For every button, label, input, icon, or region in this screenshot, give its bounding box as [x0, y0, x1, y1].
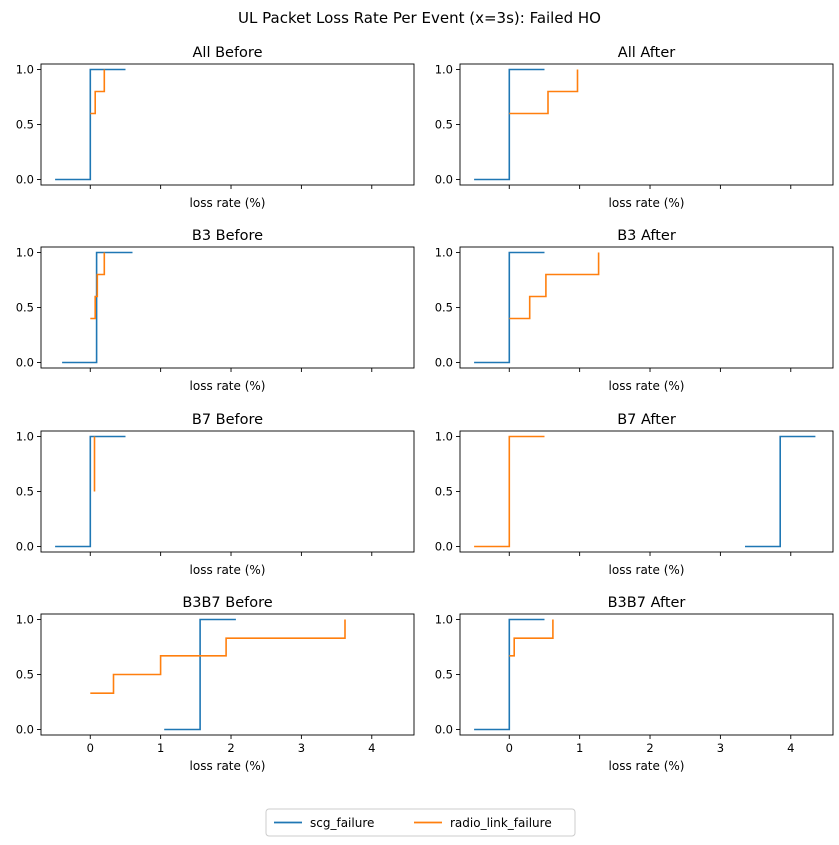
x-tick-label: 2 [646, 741, 653, 755]
y-tick-label: 0.0 [435, 723, 453, 737]
y-tick-label: 0.0 [16, 173, 34, 187]
y-tick-label: 0.0 [435, 173, 453, 187]
x-tick-label: 1 [157, 741, 164, 755]
x-axis-label: loss rate (%) [609, 379, 685, 393]
axes-frame [459, 63, 834, 186]
axes-frame [40, 613, 415, 736]
y-tick-label: 1.0 [435, 63, 453, 77]
subplot-title: B3 Before [192, 228, 263, 244]
axes-frame [459, 613, 834, 736]
subplot-b3b7-after: B3B7 After 0.0 0.5 1.0 0 1 2 3 4 loss rate (%) [435, 595, 834, 773]
y-tick-label: 1.0 [435, 430, 453, 444]
subplot-title: B7 Before [192, 412, 263, 428]
subplot-b7-before: B7 Before 0.0 0.5 1.0 loss rate (%) [16, 412, 415, 577]
legend-label-radio-link-failure: radio_link_failure [450, 816, 552, 830]
series-line-scg-failure [474, 251, 545, 364]
axes-frame [40, 63, 415, 186]
x-axis-label: loss rate (%) [190, 196, 266, 210]
y-tick-label: 0.0 [435, 356, 453, 370]
series-line-scg-failure [745, 435, 816, 548]
x-tick-label: 0 [87, 741, 94, 755]
x-axis-label: loss rate (%) [190, 379, 266, 393]
series-line-radio-link-failure [474, 435, 545, 548]
axes-frame [459, 430, 834, 553]
x-axis-label: loss rate (%) [190, 759, 266, 773]
legend-label-scg-failure: scg_failure [310, 816, 374, 830]
y-tick-label: 0.0 [16, 540, 34, 554]
x-axis-label: loss rate (%) [190, 563, 266, 577]
subplot-title: All After [618, 45, 675, 61]
subplot-b7-after: B7 After 0.0 0.5 1.0 loss rate (%) [435, 412, 834, 577]
x-axis-label: loss rate (%) [609, 196, 685, 210]
x-tick-label: 2 [227, 741, 234, 755]
y-tick-label: 0.5 [16, 485, 34, 499]
axes-frame [459, 246, 834, 369]
x-tick-label: 3 [298, 741, 305, 755]
subplot-title: B7 After [617, 412, 676, 428]
series-line-scg-failure [62, 251, 133, 364]
series-line-radio-link-failure [90, 252, 106, 320]
y-tick-label: 0.0 [435, 540, 453, 554]
x-tick-label: 1 [576, 741, 583, 755]
y-tick-label: 0.5 [16, 118, 34, 132]
axes-frame [40, 430, 415, 553]
subplot-title: B3B7 Before [182, 595, 272, 611]
series-line-scg-failure [474, 68, 545, 181]
subplot-title: B3 After [617, 228, 676, 244]
y-tick-label: 0.0 [16, 723, 34, 737]
y-tick-label: 0.5 [16, 668, 34, 682]
legend: scg_failure radio_link_failure [265, 808, 576, 837]
series-line-scg-failure [55, 435, 126, 548]
x-axis-label: loss rate (%) [609, 563, 685, 577]
series-line-radio-link-failure [509, 619, 554, 657]
x-tick-label: 4 [368, 741, 375, 755]
subplot-b3-after: B3 After 0.0 0.5 1.0 loss rate (%) [435, 228, 834, 393]
subplot-all-after: All After 0.0 0.5 1.0 loss rate (%) [435, 45, 834, 210]
x-axis-label: loss rate (%) [609, 759, 685, 773]
subplot-b3b7-before: B3B7 Before 0.0 0.5 1.0 0 1 2 3 4 loss rate (%) [16, 595, 415, 773]
x-tick-label: 3 [717, 741, 724, 755]
series-line-radio-link-failure [90, 619, 346, 695]
y-tick-label: 1.0 [16, 63, 34, 77]
figure-title: UL Packet Loss Rate Per Event (x=3s): Fa… [238, 9, 601, 27]
y-tick-label: 1.0 [16, 613, 34, 627]
series-line-radio-link-failure [509, 252, 600, 320]
subplot-title: B3B7 After [608, 595, 686, 611]
series-line-radio-link-failure [90, 69, 106, 115]
y-tick-label: 1.0 [435, 246, 453, 260]
y-tick-label: 0.5 [435, 118, 453, 132]
subplot-title: All Before [193, 45, 263, 61]
subplot-b3-before: B3 Before 0.0 0.5 1.0 loss rate (%) [16, 228, 415, 393]
subplot-all-before: All Before 0.0 0.5 1.0 loss rate (%) [16, 45, 415, 210]
series-line-scg-failure [55, 68, 126, 181]
y-tick-label: 0.5 [16, 301, 34, 315]
y-tick-label: 0.5 [435, 485, 453, 499]
x-tick-label: 4 [787, 741, 794, 755]
y-tick-label: 0.5 [435, 301, 453, 315]
y-tick-label: 1.0 [435, 613, 453, 627]
y-tick-label: 1.0 [16, 430, 34, 444]
series-line-radio-link-failure [509, 69, 579, 115]
series-line-scg-failure [164, 618, 236, 731]
x-tick-label: 0 [506, 741, 513, 755]
y-tick-label: 1.0 [16, 246, 34, 260]
y-tick-label: 0.0 [16, 356, 34, 370]
y-tick-label: 0.5 [435, 668, 453, 682]
series-line-scg-failure [474, 618, 545, 731]
